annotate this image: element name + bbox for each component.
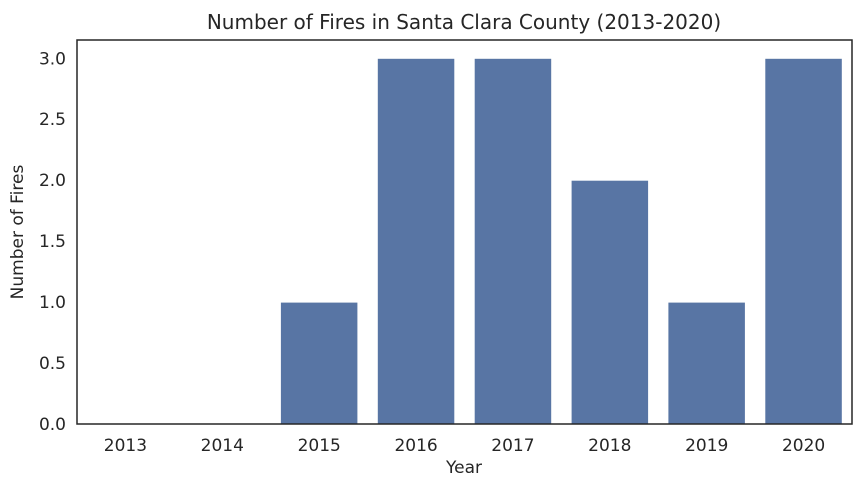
y-axis-label: Number of Fires (8, 165, 28, 300)
y-tick-label: 1.5 (39, 232, 66, 252)
x-tick-label: 2014 (201, 436, 244, 456)
bar-2019 (667, 301, 746, 425)
plot-frame (76, 39, 853, 425)
chart-title: Number of Fires in Santa Clara County (2… (207, 10, 721, 34)
bars-group (279, 57, 843, 425)
x-ticks-group: 2013 2014 2015 2016 2017 2018 2019 2020 (104, 436, 825, 456)
y-tick-label: 2.0 (39, 171, 66, 191)
y-tick-label: 0.5 (39, 354, 66, 374)
y-ticks-group: 0.0 0.5 1.0 1.5 2.0 2.5 3.0 (39, 49, 66, 435)
bar-2020 (764, 57, 843, 425)
x-tick-label: 2019 (685, 436, 728, 456)
x-tick-label: 2016 (394, 436, 437, 456)
bar-2017 (473, 57, 553, 425)
x-tick-label: 2020 (782, 436, 825, 456)
bar-2018 (570, 179, 650, 425)
x-tick-label: 2017 (491, 436, 534, 456)
bar-2015 (279, 301, 359, 425)
x-axis-label: Year (445, 458, 482, 478)
x-tick-label: 2013 (104, 436, 147, 456)
y-tick-label: 3.0 (39, 49, 66, 69)
y-tick-label: 1.0 (39, 293, 66, 313)
bar-2016 (376, 57, 456, 425)
x-tick-label: 2018 (588, 436, 631, 456)
y-tick-label: 0.0 (39, 415, 66, 435)
x-tick-label: 2015 (298, 436, 341, 456)
y-tick-label: 2.5 (39, 110, 66, 130)
